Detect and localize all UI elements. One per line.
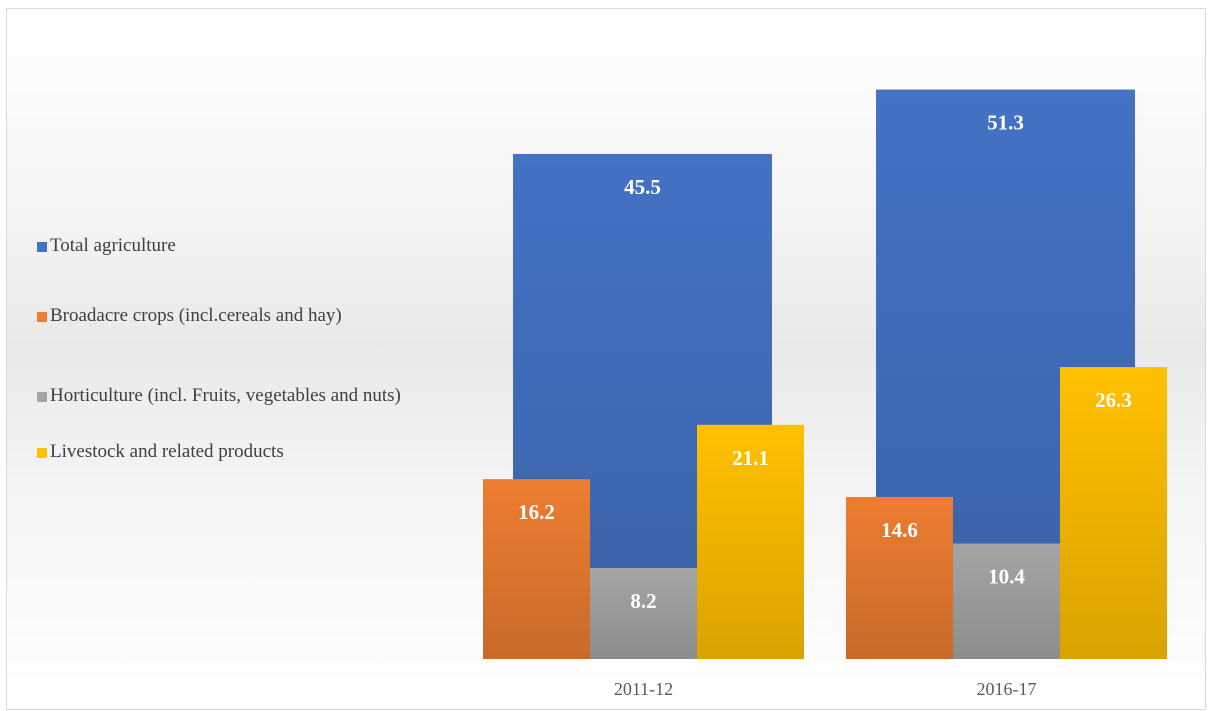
bar-broadacre-crops-2016-17 bbox=[846, 496, 953, 659]
legend-label-livestock: Livestock and related products bbox=[50, 441, 284, 462]
legend-swatch-livestock bbox=[37, 448, 47, 458]
data-label-livestock-2016-17: 26.3 bbox=[1095, 388, 1132, 412]
legend-item-livestock: Livestock and related products bbox=[37, 441, 430, 463]
legend-swatch-broadacre-crops bbox=[37, 312, 47, 322]
data-label-broadacre-crops-2011-12: 16.2 bbox=[518, 500, 555, 524]
legend-item-total-agriculture: Total agriculture bbox=[37, 235, 430, 257]
bar-broadacre-crops-2011-12 bbox=[483, 479, 590, 659]
legend-label-horticulture: Horticulture (incl. Fruits, vegetables a… bbox=[50, 385, 401, 406]
legend-item-horticulture: Horticulture (incl. Fruits, vegetables a… bbox=[37, 385, 430, 407]
bar-horticulture-2011-12 bbox=[590, 567, 697, 659]
data-label-horticulture-2016-17: 10.4 bbox=[988, 565, 1025, 589]
data-label-total-agriculture-2011-12: 45.5 bbox=[624, 175, 661, 199]
legend-label-broadacre-crops: Broadacre crops (incl.cereals and hay) bbox=[50, 305, 342, 326]
bar-horticulture-2016-17 bbox=[953, 543, 1060, 659]
bar-livestock-2016-17 bbox=[1060, 367, 1167, 659]
data-label-broadacre-crops-2016-17: 14.6 bbox=[881, 518, 918, 542]
data-label-horticulture-2011-12: 8.2 bbox=[630, 589, 656, 613]
x-tick-label-2016-17: 2016-17 bbox=[977, 679, 1037, 699]
legend-label-total-agriculture: Total agriculture bbox=[50, 235, 176, 256]
plot-area: 45.5 16.2 8.2 21.1 2011-12 51.3 14.6 10.4 26.3 20… bbox=[483, 89, 1167, 699]
data-label-total-agriculture-2016-17: 51.3 bbox=[987, 111, 1024, 135]
chart-area: Total agriculture Broadacre crops (incl.… bbox=[6, 8, 1206, 710]
x-tick-label-2011-12: 2011-12 bbox=[614, 679, 673, 699]
data-label-livestock-2011-12: 21.1 bbox=[732, 446, 769, 470]
legend-item-broadacre-crops: Broadacre crops (incl.cereals and hay) bbox=[37, 305, 430, 327]
legend-swatch-horticulture bbox=[37, 392, 47, 402]
legend-swatch-total-agriculture bbox=[37, 242, 47, 252]
bar-livestock-2011-12 bbox=[697, 424, 804, 659]
